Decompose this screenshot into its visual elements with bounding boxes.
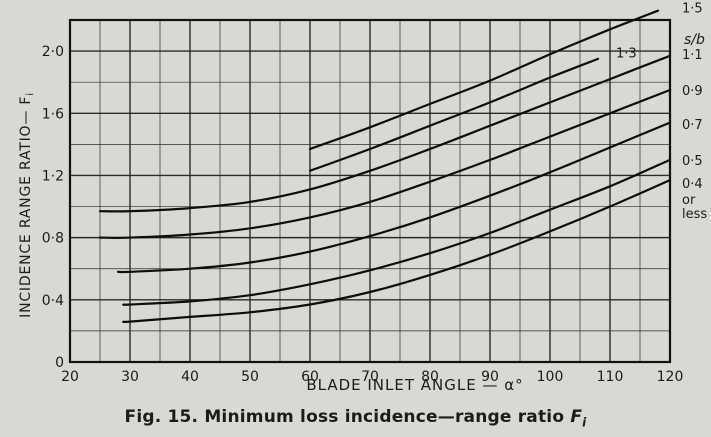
axes (68, 18, 672, 364)
line-label: 0·4 (682, 177, 703, 192)
series-line-0 (308, 9, 660, 151)
series-line-5 (122, 158, 672, 306)
y-tick-label: 1·6 (42, 106, 64, 122)
x-tick-label: 110 (597, 369, 624, 385)
x-tick-label: 40 (181, 369, 199, 385)
y-tick-label: 2·0 (42, 44, 64, 60)
grid (69, 19, 671, 363)
x-tick-label: 90 (481, 369, 499, 385)
x-tick-label: 50 (241, 369, 259, 385)
y-tick-label: 1·2 (42, 168, 64, 184)
x-tick-label: 100 (537, 369, 564, 385)
series-line-1 (308, 57, 600, 172)
line-label: 1·1 (682, 48, 703, 63)
y-tick-label: 0·4 (42, 293, 64, 309)
caption-text: Fig. 15. Minimum loss incidence—range ra… (124, 407, 571, 427)
line-label: or (682, 193, 696, 208)
line-label: 0·5 (682, 154, 703, 169)
line-label: 1·3 (616, 47, 637, 62)
y-axis-label: INCIDENCE RANGE RATIO— Fi (18, 92, 36, 318)
caption-symbol: F (570, 407, 583, 427)
series-line-2 (98, 54, 672, 213)
x-tick-label: 30 (121, 369, 139, 385)
caption-subscript: i (582, 415, 587, 430)
series-lines (98, 9, 672, 324)
y-axis-label-main: INCIDENCE RANGE RATIO— F (18, 96, 34, 318)
x-tick-label: 60 (301, 369, 319, 385)
x-tick-label: 120 (657, 369, 684, 385)
tick-labels: 20 30 40 50 60 70 80 90 100 110 120 0 0·4 0·8 1·2 1·6 2·… (42, 44, 684, 385)
line-label: 0·9 (682, 84, 703, 99)
series-line-4 (116, 121, 672, 274)
x-axis-label: BLADE INLET ANGLE — α° (306, 376, 523, 394)
line-label: less (682, 207, 707, 222)
x-tick-label: 80 (421, 369, 439, 385)
y-tick-label: 0 (55, 355, 64, 371)
legend-header: s/b (684, 32, 705, 48)
plot-frame (68, 18, 672, 364)
line-label: 1·5 (682, 2, 703, 17)
series-line-3 (98, 88, 672, 239)
x-tick-label: 70 (361, 369, 379, 385)
line-label: 0·7 (682, 118, 703, 133)
series-line-6 (122, 179, 672, 324)
y-tick-label: 0·8 (42, 231, 64, 247)
y-axis-label-sub: i (25, 92, 36, 96)
figure-caption: Fig. 15. Minimum loss incidence—range ra… (0, 407, 711, 429)
x-tick-label: 20 (61, 369, 79, 385)
